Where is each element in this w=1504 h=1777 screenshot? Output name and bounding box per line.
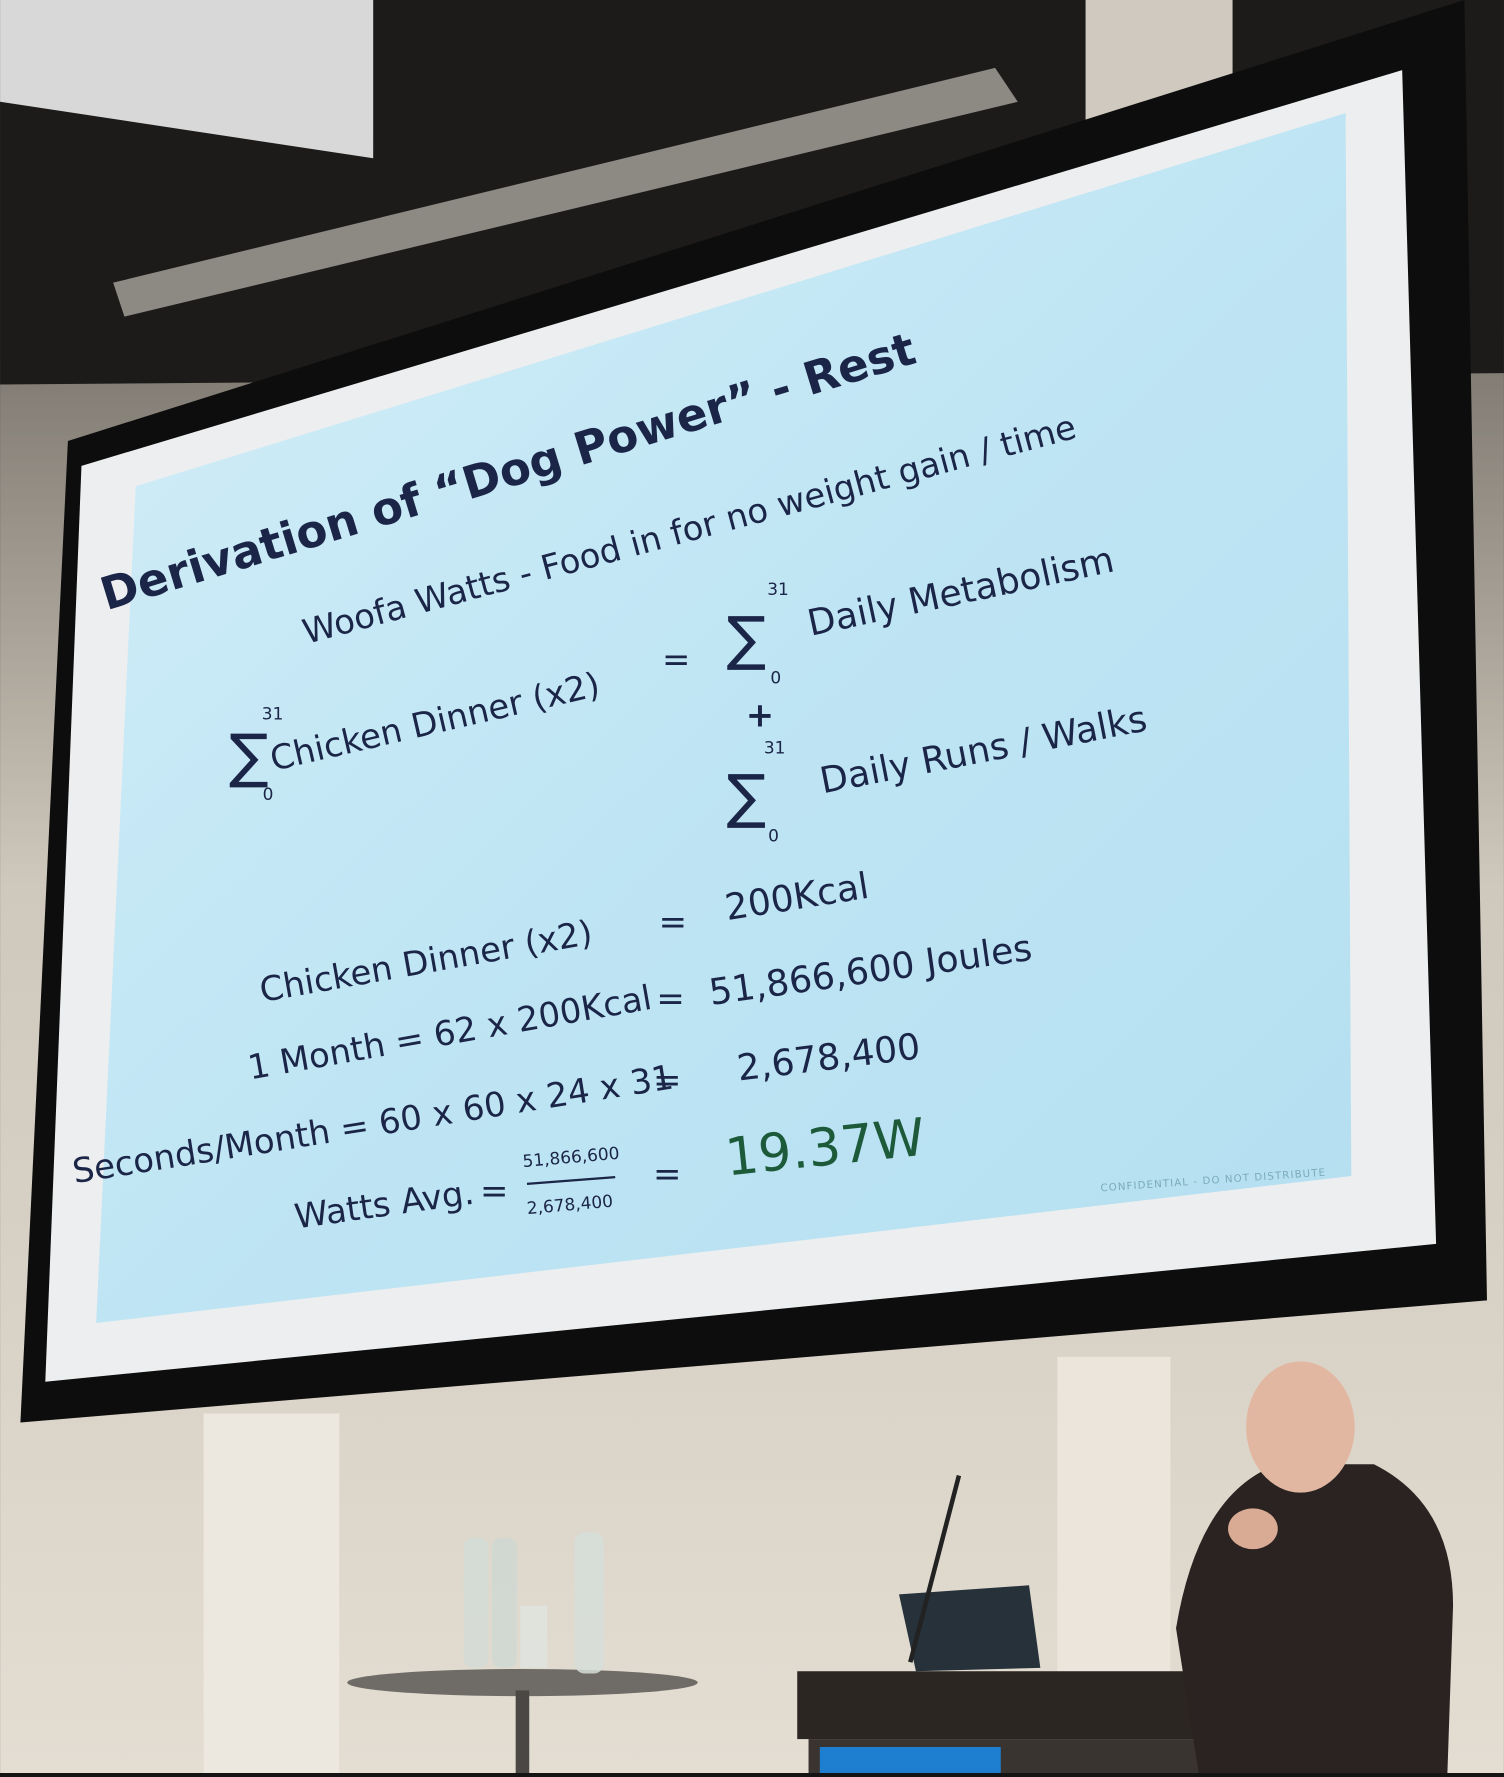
sum-lower: 0	[770, 667, 781, 687]
sum-upper: 31	[262, 704, 284, 724]
bottle	[574, 1532, 604, 1674]
equals: =	[480, 1171, 508, 1210]
sum-upper: 31	[764, 738, 786, 758]
sum-symbol: ∑	[229, 721, 269, 790]
plus: +	[746, 695, 774, 734]
speaker-head	[1246, 1361, 1355, 1493]
sum-lower: 0	[263, 784, 274, 804]
equals: =	[659, 902, 687, 941]
bottle	[491, 1537, 517, 1668]
sum-symbol: ∑	[727, 603, 767, 672]
podium-screen	[819, 1746, 1001, 1773]
speaker-hand	[1228, 1508, 1278, 1550]
pillar	[203, 1413, 340, 1773]
equals: =	[653, 1061, 681, 1100]
slide	[96, 113, 1352, 1323]
table-top	[347, 1668, 698, 1697]
sum-lower: 0	[768, 826, 779, 846]
microphone	[908, 1475, 962, 1663]
glass	[520, 1605, 548, 1668]
truss	[113, 67, 1018, 317]
fraction-bar	[526, 1175, 616, 1186]
table-leg	[515, 1690, 530, 1773]
laptop	[898, 1585, 1041, 1672]
ceiling-light	[0, 0, 374, 159]
pillar	[1057, 1356, 1171, 1697]
equals: =	[662, 640, 690, 679]
sum-symbol: ∑	[727, 762, 767, 831]
bottle	[463, 1537, 489, 1668]
equals: =	[656, 979, 684, 1018]
equals: =	[653, 1154, 681, 1193]
sum-upper: 31	[767, 579, 789, 599]
